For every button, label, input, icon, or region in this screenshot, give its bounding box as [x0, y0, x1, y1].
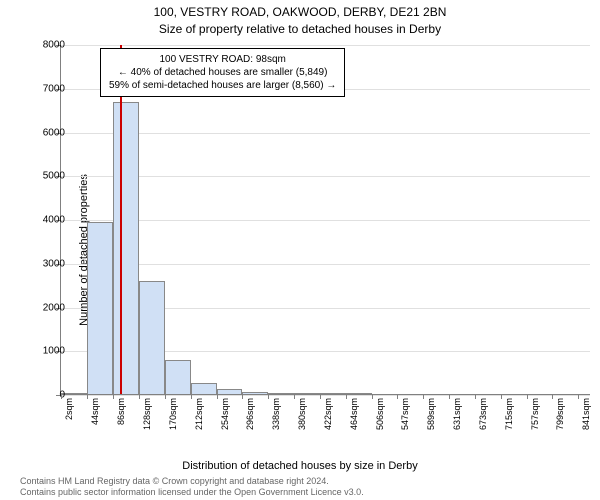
- chart-title-main: 100, VESTRY ROAD, OAKWOOD, DERBY, DE21 2…: [0, 5, 600, 19]
- x-tick-label: 296sqm: [245, 398, 255, 430]
- x-tick-mark: [372, 395, 373, 399]
- y-tick-label: 1000: [25, 346, 65, 357]
- x-tick-label: 799sqm: [555, 398, 565, 430]
- info-line-2: ← 40% of detached houses are smaller (5,…: [109, 66, 336, 79]
- x-tick-mark: [501, 395, 502, 399]
- x-tick-label: 86sqm: [116, 398, 126, 425]
- x-tick-label: 128sqm: [142, 398, 152, 430]
- y-tick-label: 7000: [25, 83, 65, 94]
- x-tick-mark: [320, 395, 321, 399]
- x-tick-label: 715sqm: [504, 398, 514, 430]
- footer-line-2: Contains public sector information licen…: [20, 487, 364, 498]
- plot-area: 100 VESTRY ROAD: 98sqm ← 40% of detached…: [60, 45, 590, 395]
- x-tick-label: 44sqm: [90, 398, 100, 425]
- x-tick-mark: [268, 395, 269, 399]
- y-tick-label: 3000: [25, 258, 65, 269]
- chart-container: 100, VESTRY ROAD, OAKWOOD, DERBY, DE21 2…: [0, 0, 600, 500]
- x-tick-label: 254sqm: [220, 398, 230, 430]
- x-tick-mark: [397, 395, 398, 399]
- grid-line: [60, 176, 590, 177]
- x-tick-mark: [217, 395, 218, 399]
- y-tick-label: 6000: [25, 127, 65, 138]
- y-tick-label: 8000: [25, 40, 65, 51]
- x-tick-mark: [449, 395, 450, 399]
- x-tick-label: 422sqm: [323, 398, 333, 430]
- info-line-1: 100 VESTRY ROAD: 98sqm: [109, 53, 336, 66]
- info-box: 100 VESTRY ROAD: 98sqm ← 40% of detached…: [100, 48, 345, 97]
- info-line-3: 59% of semi-detached houses are larger (…: [109, 79, 336, 92]
- footer-attribution: Contains HM Land Registry data © Crown c…: [20, 476, 364, 498]
- x-tick-label: 673sqm: [478, 398, 488, 430]
- x-tick-label: 212sqm: [194, 398, 204, 430]
- x-tick-mark: [294, 395, 295, 399]
- y-tick-label: 4000: [25, 215, 65, 226]
- x-tick-mark: [139, 395, 140, 399]
- grid-line: [60, 133, 590, 134]
- x-tick-mark: [475, 395, 476, 399]
- x-tick-mark: [423, 395, 424, 399]
- x-tick-label: 631sqm: [452, 398, 462, 430]
- x-tick-label: 589sqm: [426, 398, 436, 430]
- x-tick-label: 170sqm: [168, 398, 178, 430]
- x-tick-label: 464sqm: [349, 398, 359, 430]
- x-tick-label: 757sqm: [530, 398, 540, 430]
- x-tick-mark: [113, 395, 114, 399]
- x-tick-label: 338sqm: [271, 398, 281, 430]
- x-tick-mark: [191, 395, 192, 399]
- x-tick-mark: [165, 395, 166, 399]
- x-tick-label: 506sqm: [375, 398, 385, 430]
- x-tick-mark: [527, 395, 528, 399]
- grid-line: [60, 264, 590, 265]
- histogram-bar: [87, 222, 113, 395]
- footer-line-1: Contains HM Land Registry data © Crown c…: [20, 476, 364, 487]
- grid-line: [60, 220, 590, 221]
- y-tick-label: 2000: [25, 302, 65, 313]
- x-tick-label: 547sqm: [400, 398, 410, 430]
- x-tick-mark: [242, 395, 243, 399]
- x-tick-label: 380sqm: [297, 398, 307, 430]
- x-tick-mark: [578, 395, 579, 399]
- histogram-bar: [113, 102, 139, 395]
- grid-line: [60, 45, 590, 46]
- x-tick-mark: [346, 395, 347, 399]
- x-tick-mark: [61, 395, 62, 399]
- x-tick-mark: [87, 395, 88, 399]
- y-tick-label: 5000: [25, 171, 65, 182]
- histogram-bar: [165, 360, 191, 395]
- y-tick-label: 0: [25, 390, 65, 401]
- x-tick-label: 841sqm: [581, 398, 591, 430]
- histogram-bar: [139, 281, 165, 395]
- x-axis-label: Distribution of detached houses by size …: [0, 460, 600, 472]
- property-marker-line: [120, 45, 122, 395]
- chart-title-sub: Size of property relative to detached ho…: [0, 22, 600, 36]
- x-tick-label: 2sqm: [64, 398, 74, 420]
- x-tick-mark: [552, 395, 553, 399]
